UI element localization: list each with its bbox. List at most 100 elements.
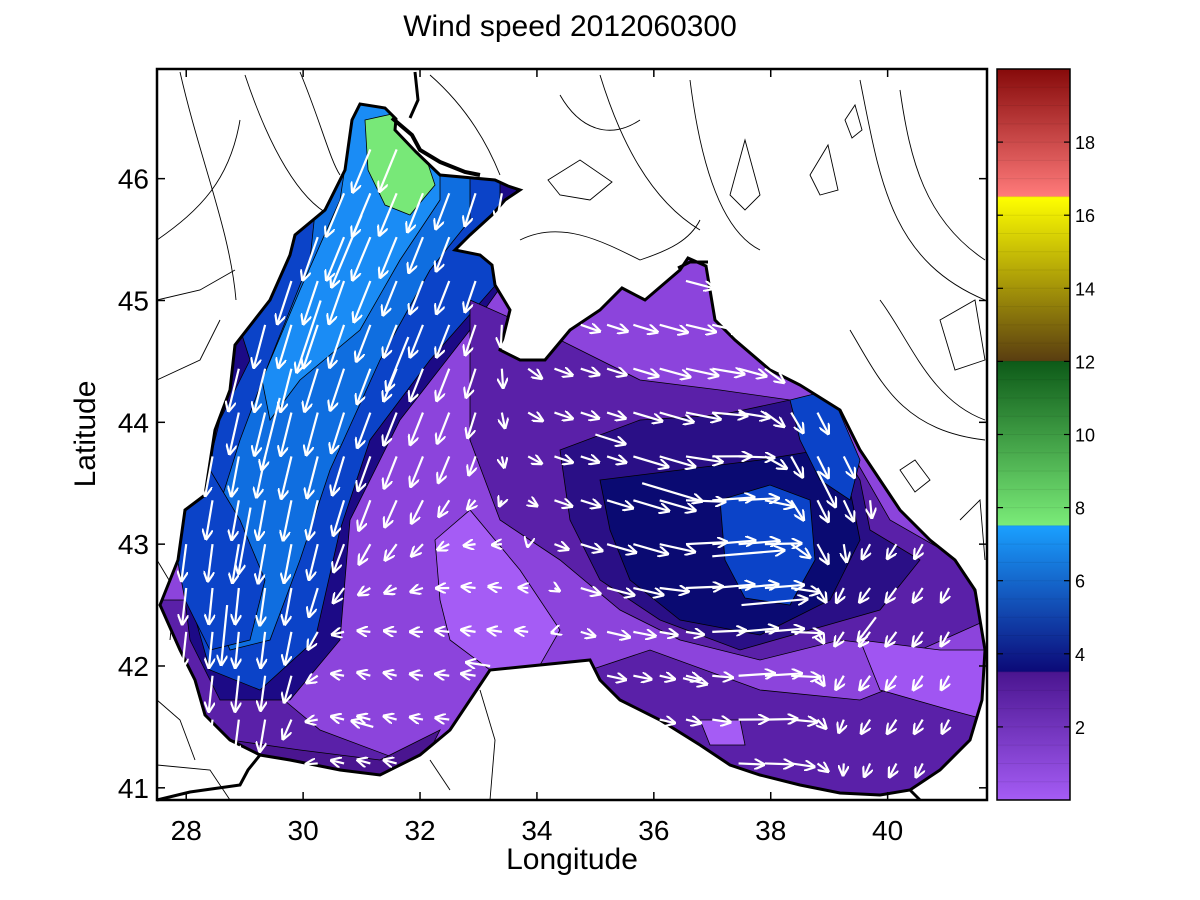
wind-arrow (436, 236, 451, 271)
wind-arrow (329, 280, 346, 324)
x-axis: 28 30 32 34 36 38 40 (171, 69, 903, 846)
wind-arrow (383, 280, 398, 315)
wind-arrow (235, 587, 239, 624)
wind-arrow (633, 586, 663, 595)
wind-arrow (515, 630, 529, 632)
wind-arrow (411, 456, 424, 486)
y-tick-label: 46 (118, 164, 149, 195)
wind-arrow (527, 367, 542, 379)
wind-arrow (309, 587, 319, 617)
wind-arrow (580, 413, 599, 419)
wind-arrow (685, 279, 714, 288)
wind-arrow (239, 507, 252, 574)
wind-arrow (606, 543, 636, 552)
wind-arrow (306, 412, 319, 456)
wind-arrow (886, 587, 898, 602)
wind-arrow (941, 675, 949, 690)
wind-arrow (410, 717, 424, 720)
wind-arrow (764, 455, 787, 468)
wind-arrow (764, 367, 784, 383)
wind-arrow (791, 763, 814, 766)
wind-arrow (358, 456, 372, 491)
wind-arrow (232, 543, 240, 583)
wind-arrow (859, 587, 871, 602)
x-tick-label: 34 (521, 815, 552, 846)
wind-arrow (332, 456, 346, 495)
wind-arrow (436, 192, 451, 229)
wind-arrow (439, 499, 451, 516)
wind-arrow (331, 674, 345, 676)
wind-arrow (580, 632, 595, 636)
wind-arrow (307, 676, 319, 683)
wind-arrow (817, 676, 824, 686)
wind-arrow (859, 631, 871, 646)
wind-arrow (260, 719, 265, 752)
wind-arrow (738, 673, 775, 675)
wind-arrow (385, 543, 398, 560)
wind-arrow (836, 587, 843, 603)
colorbar-tick-label: 14 (1075, 279, 1095, 299)
wind-arrow (437, 412, 451, 444)
wind-arrow (887, 543, 898, 559)
wind-arrow (685, 367, 718, 376)
wind-arrow (633, 323, 657, 332)
wind-arrow (659, 367, 691, 377)
wind-arrow (333, 499, 346, 535)
wind-arrow (182, 587, 186, 624)
wind-arrow (384, 631, 397, 632)
wind-arrow (469, 456, 476, 475)
wind-arrow (712, 497, 754, 500)
wind-arrow (685, 720, 701, 724)
wind-arrow (816, 543, 828, 564)
wind-arrow (305, 368, 319, 412)
wind-arrow (641, 482, 702, 501)
wind-arrow (352, 192, 372, 236)
wind-arrow (941, 631, 949, 646)
wind-arrow (384, 368, 398, 402)
y-tick-label: 43 (118, 529, 149, 560)
wind-arrow (942, 719, 949, 734)
wind-arrow (913, 675, 924, 690)
wind-arrow (209, 631, 213, 668)
wind-arrow (260, 587, 265, 625)
wind-arrow (260, 675, 265, 711)
wind-arrow (527, 413, 543, 421)
wind-arrow (354, 280, 372, 322)
wind-arrow (499, 500, 502, 506)
wind-arrow (435, 718, 450, 720)
wind-arrow (461, 630, 476, 632)
wind-arrow (915, 543, 923, 559)
wind-arrow (554, 456, 572, 462)
wind-arrow (284, 675, 293, 703)
wind-arrow (886, 631, 898, 646)
x-tick-label: 28 (171, 815, 202, 846)
wind-arrow (254, 412, 267, 456)
wind-arrow (352, 236, 372, 280)
wind-arrow (764, 500, 794, 506)
wind-arrow (839, 719, 844, 733)
wind-arrow (685, 411, 721, 420)
wind-arrow (606, 325, 628, 332)
wind-arrow (232, 500, 240, 540)
wind-arrow (633, 367, 658, 377)
wind-arrow (358, 631, 371, 632)
wind-arrow (437, 368, 451, 401)
wind-arrow (208, 544, 213, 581)
wind-arrow (914, 719, 923, 734)
x-tick-label: 32 (404, 815, 435, 846)
wind-arrow (738, 456, 775, 457)
wind-arrow (384, 588, 398, 593)
x-tick-label: 36 (638, 815, 669, 846)
wind-arrow (209, 587, 213, 624)
wind-arrow (790, 455, 802, 477)
wind-arrow (843, 763, 844, 775)
plot-frame (155, 67, 989, 802)
wind-arrow (209, 675, 213, 712)
wind-arrow (633, 632, 655, 636)
wind-arrow (528, 544, 529, 547)
colorbar-tick-label: 18 (1075, 133, 1095, 153)
wind-arrow (357, 412, 372, 448)
wind-arrow (331, 716, 345, 719)
wind-arrow (410, 674, 424, 676)
wind-arrow (229, 412, 240, 455)
